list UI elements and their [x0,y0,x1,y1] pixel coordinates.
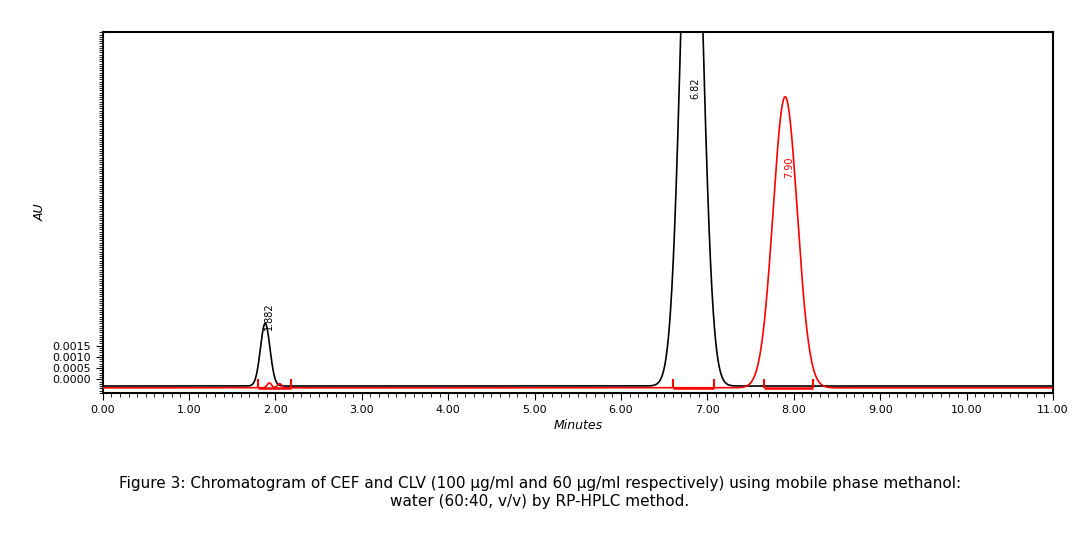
Text: 1.882: 1.882 [264,302,273,330]
Text: 6.82: 6.82 [690,78,700,100]
Text: 7.90: 7.90 [784,157,795,178]
X-axis label: Minutes: Minutes [553,419,603,431]
Y-axis label: AU: AU [33,204,46,221]
Text: Figure 3: Chromatogram of CEF and CLV (100 μg/ml and 60 μg/ml respectively) usin: Figure 3: Chromatogram of CEF and CLV (1… [119,476,961,508]
